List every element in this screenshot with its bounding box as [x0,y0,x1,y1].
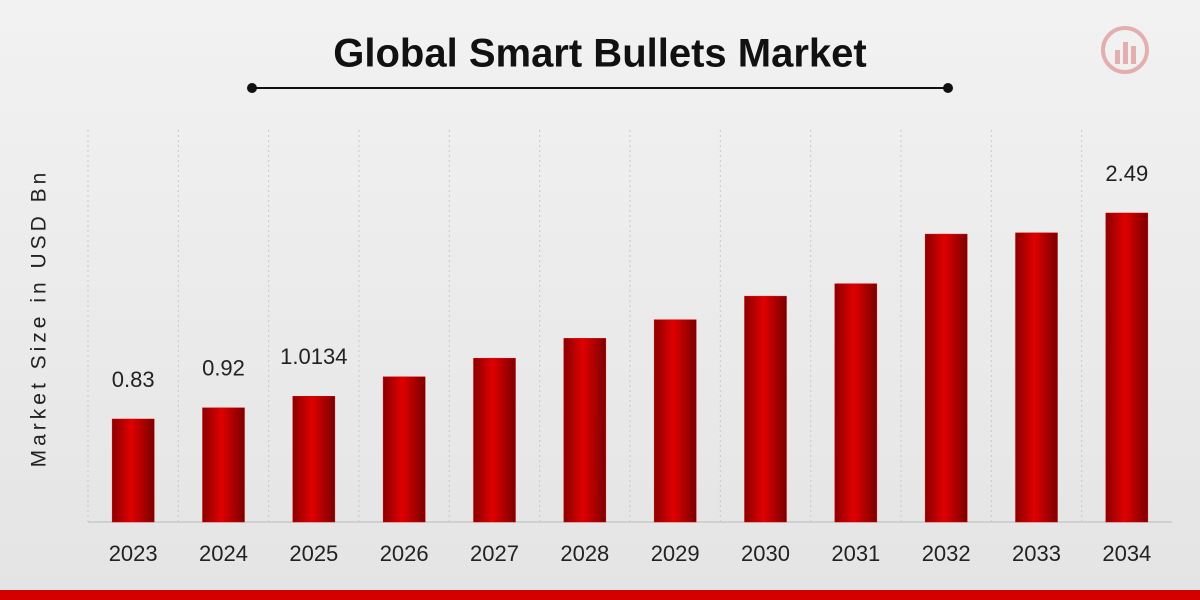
chart-title: Global Smart Bullets Market [333,32,866,76]
x-tick-label: 2032 [922,541,971,566]
bar [292,395,336,523]
bar [563,338,607,523]
bar [744,295,787,523]
x-tick-label: 2026 [380,541,429,566]
bar [202,407,245,523]
bar [653,319,697,523]
value-label: 0.92 [202,356,245,381]
logo [1101,26,1149,74]
bar [382,376,426,523]
x-tick-label: 2031 [831,541,880,566]
x-tick-label: 2034 [1102,541,1151,566]
bar [834,283,878,523]
value-label: 2.49 [1105,161,1148,186]
value-label: 1.0134 [280,344,347,369]
x-tick-label: 2029 [651,541,700,566]
x-tick-label: 2024 [199,541,248,566]
x-tick-label: 2030 [741,541,790,566]
x-tick-label: 2025 [289,541,338,566]
bar [924,233,968,523]
bar [473,357,516,523]
rule-dot [943,83,953,93]
value-label: 0.83 [112,367,155,392]
rule-dot [247,83,257,93]
x-tick-label: 2033 [1012,541,1061,566]
y-axis-label: Market Size in USD Bn [28,169,51,468]
bottom-strip [0,590,1200,600]
x-tick-label: 2028 [560,541,609,566]
bar [111,418,155,523]
bar [1105,212,1149,523]
x-tick-label: 2023 [109,541,158,566]
x-tick-label: 2027 [470,541,519,566]
bar [1015,232,1058,523]
